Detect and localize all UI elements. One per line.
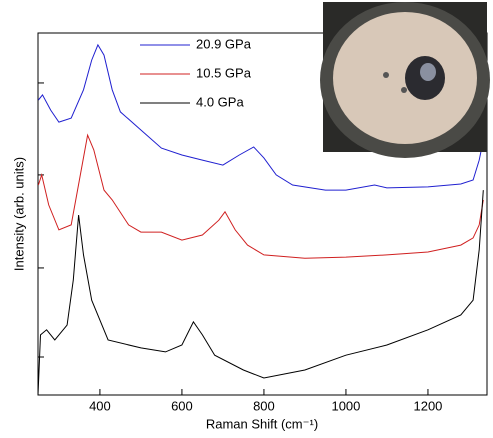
spectrum-line — [37, 133, 484, 259]
y-axis-label: Intensity (arb. units) — [11, 157, 26, 271]
x-tick-label: 400 — [89, 398, 111, 413]
legend-label: 4.0 GPa — [196, 94, 244, 109]
x-tick-label: 1200 — [413, 398, 442, 413]
inset-photo — [320, 2, 490, 158]
x-tick-label: 600 — [171, 398, 193, 413]
x-tick-label: 800 — [253, 398, 275, 413]
spectrum-line — [37, 190, 484, 396]
legend-label: 10.5 GPa — [196, 65, 252, 80]
x-axis-label: Raman Shift (cm⁻¹) — [206, 416, 318, 431]
plot-frame — [37, 32, 488, 396]
legend-label: 20.9 GPa — [196, 36, 252, 51]
spectrum-line — [38, 43, 484, 191]
x-tick-label: 1000 — [331, 398, 360, 413]
